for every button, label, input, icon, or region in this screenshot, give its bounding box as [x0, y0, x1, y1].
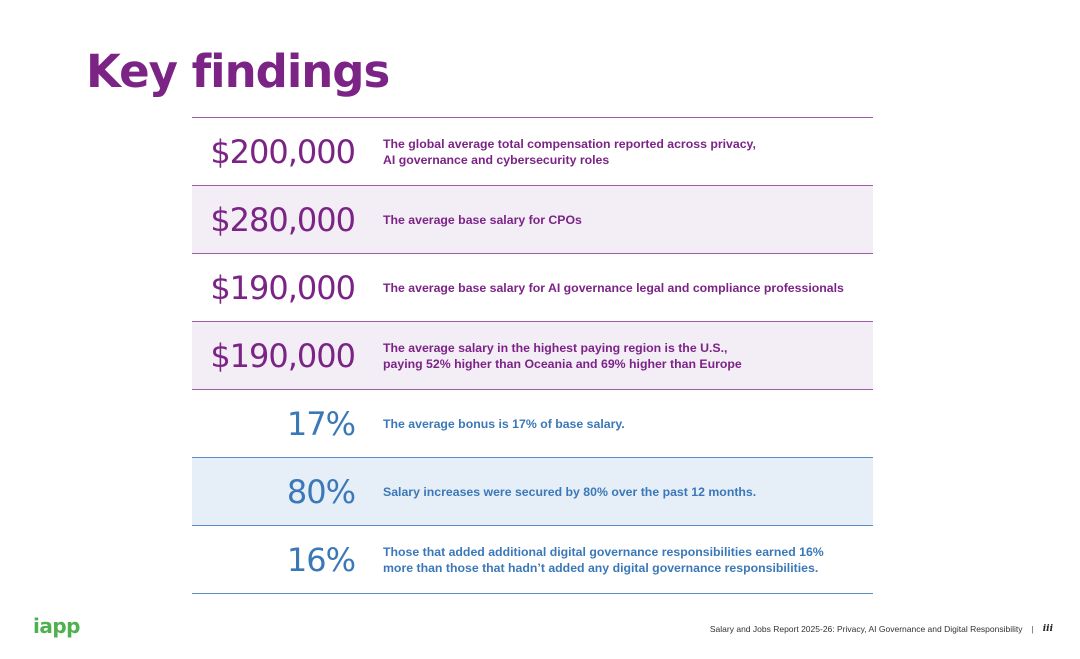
finding-description-line: The average bonus is 17% of base salary. — [383, 416, 625, 431]
finding-figure: $190,000 — [210, 336, 356, 375]
footer-separator: | — [1031, 624, 1034, 634]
finding-description: The average bonus is 17% of base salary. — [383, 416, 873, 432]
iapp-logo: iapp — [33, 614, 80, 638]
finding-description-line: The average salary in the highest paying… — [383, 340, 728, 355]
finding-figure: $280,000 — [210, 200, 356, 239]
finding-description-line: The average base salary for AI governanc… — [383, 280, 844, 295]
page-footer: Salary and Jobs Report 2025-26: Privacy,… — [710, 624, 1053, 634]
finding-description-line: paying 52% higher than Oceania and 69% h… — [383, 356, 742, 371]
finding-description-line: AI governance and cybersecurity roles — [383, 152, 610, 167]
finding-description-line: The average base salary for CPOs — [383, 212, 582, 227]
finding-row: $280,000 The average base salary for CPO… — [192, 186, 873, 254]
finding-figure: $200,000 — [210, 132, 356, 171]
finding-row: $190,000 The average salary in the highe… — [192, 322, 873, 390]
finding-figure: 17% — [286, 404, 356, 443]
key-findings-table: $200,000 The global average total compen… — [192, 117, 873, 594]
finding-description-line: The global average total compensation re… — [383, 136, 756, 151]
finding-description: The average base salary for AI governanc… — [383, 280, 873, 296]
finding-row: 17% The average bonus is 17% of base sal… — [192, 390, 873, 458]
finding-row: $200,000 The global average total compen… — [192, 117, 873, 186]
finding-description-line: more than those that hadn’t added any di… — [383, 560, 819, 575]
report-title: Salary and Jobs Report 2025-26: Privacy,… — [709, 624, 1023, 634]
page-number: iii — [1042, 624, 1053, 634]
finding-figure: 16% — [286, 540, 356, 579]
finding-description: Those that added additional digital gove… — [383, 544, 873, 576]
finding-row: 16% Those that added additional digital … — [192, 526, 873, 594]
finding-figure: $190,000 — [210, 268, 356, 307]
finding-description: The average base salary for CPOs — [383, 212, 873, 228]
finding-description: The average salary in the highest paying… — [383, 340, 873, 372]
finding-description-line: Salary increases were secured by 80% ove… — [383, 484, 757, 499]
finding-description-line: Those that added additional digital gove… — [383, 544, 824, 559]
page-title: Key findings — [86, 45, 390, 98]
finding-row: 80% Salary increases were secured by 80%… — [192, 458, 873, 526]
finding-row: $190,000 The average base salary for AI … — [192, 254, 873, 322]
finding-figure: 80% — [286, 472, 356, 511]
finding-description: The global average total compensation re… — [383, 136, 873, 168]
finding-description: Salary increases were secured by 80% ove… — [383, 484, 873, 500]
